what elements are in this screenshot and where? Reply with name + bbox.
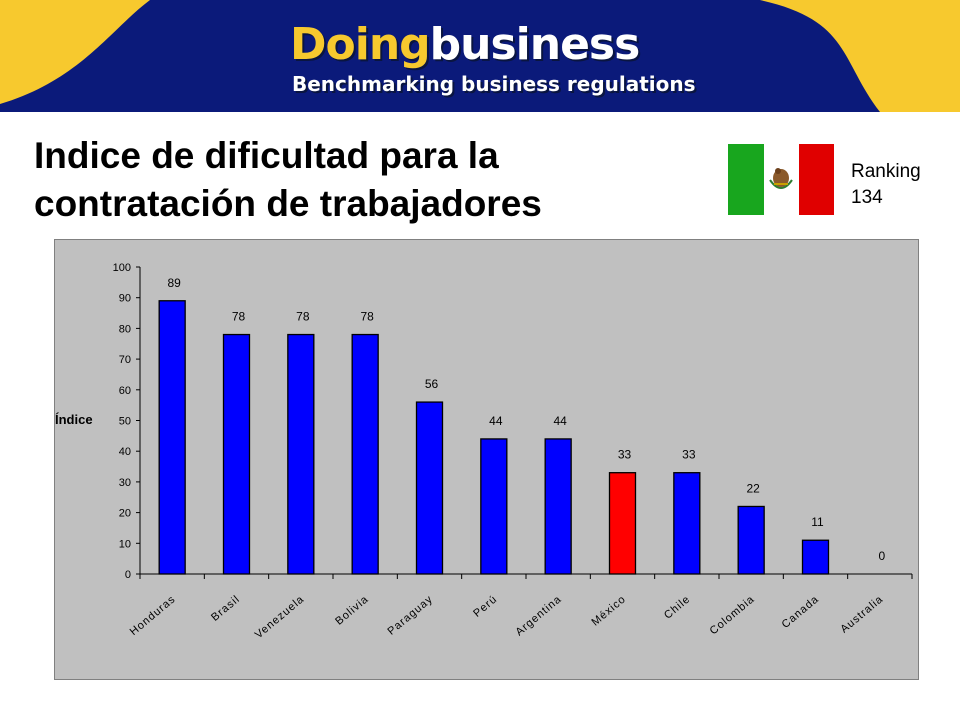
- coat-of-arms-icon: [769, 168, 793, 189]
- bar-canada: [801, 539, 830, 575]
- ranking-value: 134: [851, 187, 883, 208]
- bar-perú: [480, 438, 508, 575]
- x-tick-label: Brasil: [209, 593, 242, 624]
- data-label: 33: [618, 448, 632, 462]
- data-label: 44: [553, 414, 567, 428]
- bar-paraguay: [415, 401, 444, 575]
- y-tick-label: 50: [119, 416, 131, 428]
- ranking-label: Ranking: [851, 161, 921, 182]
- data-label: 11: [811, 515, 824, 529]
- data-label: 78: [232, 310, 246, 324]
- mexico-flag-icon: [728, 144, 834, 215]
- data-label: 89: [167, 276, 181, 290]
- y-tick-label: 60: [119, 385, 131, 397]
- bar-bolivia: [351, 333, 379, 575]
- y-tick-label: 10: [119, 538, 131, 550]
- x-tick-label: Canada: [780, 593, 822, 631]
- y-tick-label: 90: [119, 293, 131, 305]
- x-tick-label: Venezuela: [253, 593, 307, 641]
- brand-doing: Doing: [290, 19, 431, 70]
- bars: [158, 300, 830, 575]
- header-banner: [0, 0, 960, 112]
- brand-business: business: [429, 19, 641, 70]
- x-tick-label: Perú: [471, 593, 500, 620]
- x-tick-label: Argentina: [513, 593, 564, 638]
- y-tick-label: 30: [119, 477, 131, 489]
- x-tick-label: Paraguay: [386, 593, 436, 638]
- y-tick-label: 0: [125, 569, 131, 581]
- data-labels: 89 78 78 78 56 44 44 33 33 22 11 0: [167, 276, 885, 563]
- bar-méxico: [608, 472, 637, 575]
- bar-venezuela: [287, 333, 315, 575]
- y-tick-label: 70: [119, 354, 131, 366]
- x-tick-label: Chile: [662, 593, 693, 622]
- data-label: 78: [296, 310, 310, 324]
- data-label: 44: [489, 414, 503, 428]
- chart-area: 0 10 20 30 40 50 60 70 80 90 100 89 78 78 78 56 44 44 33 3…: [54, 239, 919, 680]
- x-axis: Honduras Brasil Venezuela Bolivia Paraguay Pe…: [128, 573, 913, 641]
- y-tick-label: 40: [119, 446, 131, 458]
- data-label: 56: [425, 377, 439, 391]
- y-axis-title: Índice: [55, 412, 93, 427]
- brand-wordmark: Doingbusiness: [290, 19, 641, 70]
- bar-chart: 0 10 20 30 40 50 60 70 80 90 100 89 78 78 78 56 44 44 33 3…: [55, 262, 913, 641]
- bar-argentina: [544, 438, 572, 575]
- bar-chile: [673, 472, 701, 575]
- data-label: 33: [682, 448, 696, 462]
- x-tick-label: Colombia: [708, 593, 757, 637]
- y-tick-label: 20: [119, 508, 131, 520]
- brand-tagline: Benchmarking business regulations: [292, 72, 696, 96]
- y-axis: 0 10 20 30 40 50 60 70 80 90 100: [113, 262, 141, 581]
- page-title-line-2: contratación de trabajadores: [34, 183, 542, 224]
- ranking-box: Ranking 134: [851, 159, 921, 211]
- y-tick-label: 100: [113, 262, 131, 274]
- x-tick-label: Bolivia: [333, 593, 371, 628]
- data-label: 78: [360, 310, 374, 324]
- bar-brasil: [222, 333, 251, 575]
- x-tick-label: México: [589, 593, 628, 628]
- page-title-line-1: Indice de dificultad para la: [34, 135, 499, 176]
- data-label: 22: [746, 481, 760, 495]
- y-tick-label: 80: [119, 323, 131, 335]
- bar-honduras: [158, 300, 186, 575]
- doing-business-logo: Doingbusiness Benchmarking business regu…: [290, 20, 810, 110]
- x-tick-label: Australia: [838, 593, 885, 635]
- x-tick-label: Honduras: [128, 593, 178, 638]
- bar-colombia: [737, 505, 765, 575]
- page-title: Indice de dificultad para la contratació…: [34, 132, 694, 228]
- data-label: 0: [878, 549, 885, 563]
